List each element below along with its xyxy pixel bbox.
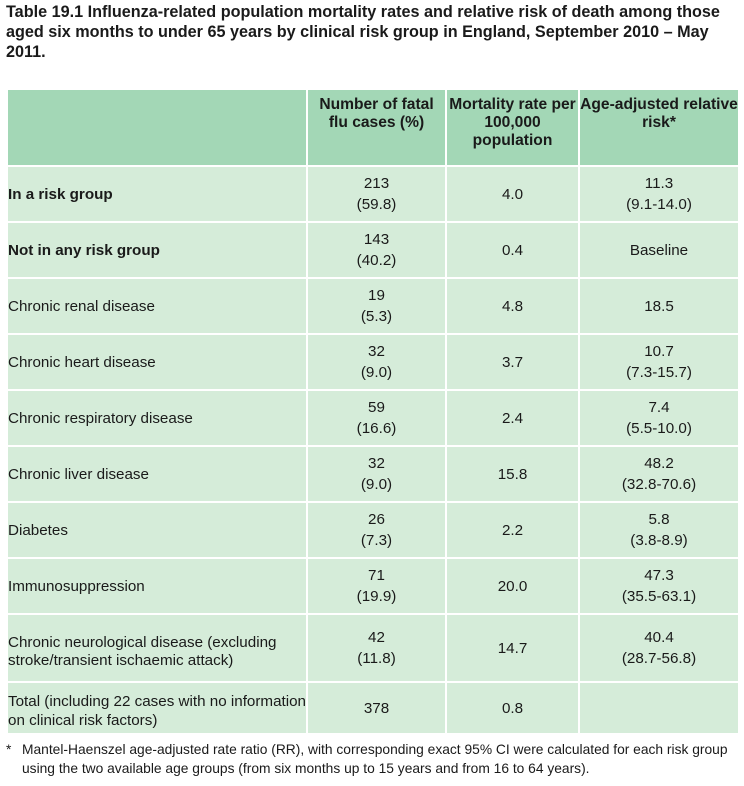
row-label: Diabetes	[6, 501, 308, 559]
table-row: Chronic liver disease 32 (9.0) 15.8 48.2 (…	[6, 445, 740, 503]
cases-cell: 143 (40.2)	[306, 221, 447, 279]
row-label: Chronic heart disease	[6, 333, 308, 391]
cases-count: 59	[368, 399, 385, 416]
footnote-mark: *	[6, 742, 12, 757]
table-title: Table 19.1 Influenza-related population …	[6, 3, 720, 61]
cases-cell: 59 (16.6)	[306, 389, 447, 447]
table-row: Diabetes 26 (7.3) 2.2 5.8 (3.8-8.9)	[6, 501, 740, 559]
cases-count: 32	[368, 343, 385, 360]
row-label: Chronic respiratory disease	[6, 389, 308, 447]
risk-ci: (35.5-63.1)	[621, 588, 697, 605]
risk-ci: (32.8-70.6)	[621, 476, 697, 493]
cases-cell: 378	[306, 681, 447, 735]
row-label: Chronic liver disease	[6, 445, 308, 503]
risk-cell: 48.2 (32.8-70.6)	[578, 445, 740, 503]
cases-cell: 32 (9.0)	[306, 333, 447, 391]
cases-count: 32	[368, 455, 385, 472]
risk-cell: 7.4 (5.5-10.0)	[578, 389, 740, 447]
cases-count: 71	[368, 567, 385, 584]
cases-count: 26	[368, 511, 385, 528]
mortality-table: Number of fatal flu cases (%) Mortality …	[6, 88, 740, 735]
cases-count: 143	[363, 231, 390, 248]
risk-value: 48.2	[644, 455, 674, 472]
rate-cell: 14.7	[445, 613, 580, 683]
risk-value: 5.8	[648, 511, 670, 528]
row-label: Immunosuppression	[6, 557, 308, 615]
risk-value: 18.5	[644, 297, 674, 315]
table-row: Chronic renal disease 19 (5.3) 4.8 18.5	[6, 277, 740, 335]
table-row: Chronic heart disease 32 (9.0) 3.7 10.7 (7…	[6, 333, 740, 391]
table-row: In a risk group 213 (59.8) 4.0 11.3 (9.1-1…	[6, 165, 740, 223]
footnote: * Mantel-Haenszel age-adjusted rate rati…	[6, 740, 738, 778]
cases-percent: (7.3)	[360, 532, 393, 549]
rate-cell: 0.8	[445, 681, 580, 735]
cases-percent: (9.0)	[360, 476, 393, 493]
cases-count: 378	[363, 699, 390, 717]
row-label: Not in any risk group	[6, 221, 308, 279]
risk-value: 11.3	[644, 175, 674, 192]
risk-value: Baseline	[629, 241, 689, 259]
cases-cell: 26 (7.3)	[306, 501, 447, 559]
header-mortality-rate: Mortality rate per 100,000 population	[445, 88, 580, 167]
cases-cell: 213 (59.8)	[306, 165, 447, 223]
cases-percent: (40.2)	[356, 252, 397, 269]
header-fatal-cases: Number of fatal flu cases (%)	[306, 88, 447, 167]
cases-percent: (11.8)	[357, 650, 396, 667]
cases-percent: (9.0)	[360, 364, 393, 381]
header-relative-risk: Age-adjusted relative risk*	[578, 88, 740, 167]
cases-cell: 42 (11.8)	[306, 613, 447, 683]
cases-cell: 19 (5.3)	[306, 277, 447, 335]
risk-cell: 18.5	[578, 277, 740, 335]
row-label: Total (including 22 cases with no inform…	[6, 681, 308, 735]
cases-percent: (19.9)	[356, 588, 397, 605]
risk-cell	[578, 681, 740, 735]
header-row: Number of fatal flu cases (%) Mortality …	[6, 88, 740, 167]
cases-percent: (59.8)	[356, 196, 397, 213]
row-label: In a risk group	[6, 165, 308, 223]
rate-cell: 4.0	[445, 165, 580, 223]
table-row: Chronic neurological disease (excluding …	[6, 613, 740, 683]
cases-count: 19	[368, 287, 385, 304]
risk-ci: (7.3-15.7)	[626, 364, 692, 381]
rate-cell: 2.2	[445, 501, 580, 559]
risk-ci: (3.8-8.9)	[630, 532, 688, 549]
cases-cell: 71 (19.9)	[306, 557, 447, 615]
row-label: Chronic neurological disease (excluding …	[6, 613, 308, 683]
risk-value: 7.4	[648, 399, 670, 416]
table-row: Not in any risk group 143 (40.2) 0.4 Base…	[6, 221, 740, 279]
row-label: Chronic renal disease	[6, 277, 308, 335]
rate-cell: 0.4	[445, 221, 580, 279]
risk-value: 10.7	[644, 343, 674, 360]
risk-cell: Baseline	[578, 221, 740, 279]
risk-value: 47.3	[644, 567, 674, 584]
table-row: Total (including 22 cases with no inform…	[6, 681, 740, 735]
risk-ci: (9.1-14.0)	[626, 196, 692, 213]
cases-count: 42	[368, 629, 385, 646]
rate-cell: 3.7	[445, 333, 580, 391]
rate-cell: 15.8	[445, 445, 580, 503]
risk-cell: 5.8 (3.8-8.9)	[578, 501, 740, 559]
cases-count: 213	[363, 175, 390, 192]
table-row: Chronic respiratory disease 59 (16.6) 2.4…	[6, 389, 740, 447]
risk-value: 40.4	[644, 629, 674, 646]
risk-cell: 11.3 (9.1-14.0)	[578, 165, 740, 223]
rate-cell: 2.4	[445, 389, 580, 447]
risk-ci: (28.7-56.8)	[621, 650, 697, 667]
risk-cell: 40.4 (28.7-56.8)	[578, 613, 740, 683]
risk-cell: 10.7 (7.3-15.7)	[578, 333, 740, 391]
table-row: Immunosuppression 71 (19.9) 20.0 47.3 (35.…	[6, 557, 740, 615]
rate-cell: 4.8	[445, 277, 580, 335]
cases-percent: (5.3)	[360, 308, 393, 325]
cases-percent: (16.6)	[356, 420, 397, 437]
risk-ci: (5.5-10.0)	[626, 420, 692, 437]
risk-cell: 47.3 (35.5-63.1)	[578, 557, 740, 615]
header-group	[6, 88, 308, 167]
rate-cell: 20.0	[445, 557, 580, 615]
cases-cell: 32 (9.0)	[306, 445, 447, 503]
footnote-text: Mantel-Haenszel age-adjusted rate ratio …	[22, 742, 728, 776]
